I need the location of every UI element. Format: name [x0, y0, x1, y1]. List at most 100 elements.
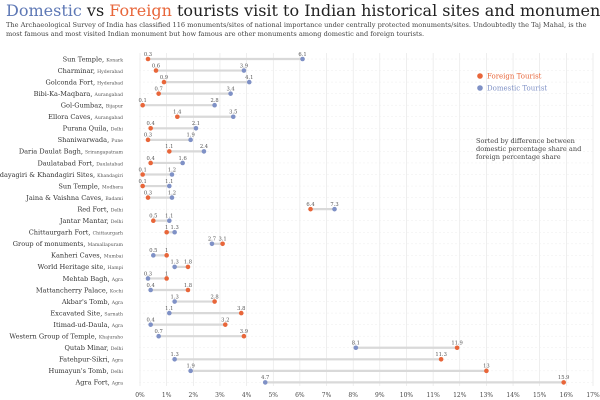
foreign-value-label: 15.9	[558, 375, 570, 381]
foreign-value-label: 11.3	[435, 352, 447, 358]
x-tick-label: 7%	[322, 392, 332, 399]
category-label: Group of monuments, Mamallapuram	[13, 240, 124, 248]
category-label: Sun Temple, Konark	[63, 55, 124, 63]
foreign-value-label: 0.5	[149, 214, 157, 220]
foreign-point	[438, 357, 444, 362]
legend-domestic-dot	[477, 85, 483, 91]
category-label: Daria Daulat Bagh, Srirangapatnam	[19, 148, 124, 156]
foreign-value-label: 1	[165, 225, 168, 231]
domestic-point	[172, 357, 177, 362]
legend: Foreign Tourist Domestic Tourist	[477, 73, 547, 93]
foreign-point	[212, 299, 217, 304]
foreign-point	[153, 68, 159, 73]
domestic-value-label: 2.1	[192, 121, 200, 127]
domestic-value-label: 3.5	[229, 110, 237, 116]
category-label: Kanheri Caves, Mumbai	[51, 252, 123, 260]
domestic-value-label: 8.1	[352, 341, 360, 347]
domestic-value-label: 2.7	[208, 237, 216, 243]
foreign-point	[185, 287, 191, 293]
category-label: Daulatabad Fort, Daulatabad	[37, 159, 123, 167]
sort-note: Sorted by difference between domestic pe…	[476, 137, 582, 161]
category-label: Gol-Gumbaz, Bijapur	[61, 102, 124, 110]
foreign-value-label: 1.8	[184, 260, 192, 266]
foreign-point	[148, 126, 153, 131]
title-domestic: Domestic	[6, 1, 82, 20]
category-label: Charminar, Hyderabad	[58, 67, 123, 75]
domestic-value-label: 1.3	[171, 294, 179, 300]
foreign-value-label: 0.6	[152, 63, 160, 69]
foreign-value-label: 6.4	[306, 202, 315, 208]
foreign-point	[140, 102, 145, 108]
foreign-value-label: 0.9	[160, 75, 168, 81]
foreign-point	[148, 160, 153, 166]
domestic-point	[167, 310, 172, 316]
x-tick-label: 8%	[348, 392, 358, 399]
foreign-point	[164, 229, 169, 235]
foreign-point	[220, 241, 225, 247]
foreign-point	[164, 253, 169, 258]
category-label: Udayagiri & Khandagiri Sites, Khandagiri	[0, 171, 124, 179]
domestic-value-label: 1.9	[187, 133, 195, 139]
category-label: Golconda Fort, Hyderabad	[45, 78, 123, 86]
foreign-point	[145, 137, 151, 143]
domestic-point	[241, 68, 247, 73]
domestic-point	[156, 333, 161, 339]
domestic-point	[332, 206, 337, 212]
domestic-value-label: 1.1	[165, 214, 173, 220]
foreign-value-label: 3.9	[240, 329, 248, 335]
labels: Sun Temple, Konark 0.3 6.1 Charminar, Hyder…	[0, 52, 569, 387]
domestic-point	[300, 56, 305, 62]
domestic-point	[167, 218, 172, 223]
domestic-value-label: 1.2	[168, 190, 176, 196]
foreign-value-label: 1	[165, 271, 168, 277]
foreign-point	[185, 264, 191, 270]
title-vs: vs	[81, 1, 110, 20]
chart-subtitle: The Archaeological Survey of India has c…	[6, 21, 587, 38]
x-tick-label: 16%	[560, 392, 574, 399]
legend-domestic-label: Domestic Tourist	[487, 85, 547, 93]
domestic-value-label: 3.4	[226, 86, 235, 92]
domestic-value-label: 3.9	[240, 63, 248, 69]
foreign-value-label: 0.4	[147, 156, 156, 162]
foreign-value-label: 1.4	[173, 110, 182, 116]
sort-note-line-1: Sorted by difference between	[476, 137, 576, 145]
foreign-value-label: 0.1	[139, 179, 147, 185]
x-tick-label: 15%	[533, 392, 547, 399]
category-label: World Heritage site, Hampi	[38, 263, 124, 271]
foreign-value-label: 3.1	[218, 237, 226, 243]
foreign-point	[241, 333, 247, 339]
category-label: Shaniwarwada, Pune	[58, 136, 124, 144]
x-tick-label: 5%	[268, 392, 278, 399]
domestic-value-label: 1.6	[179, 156, 187, 162]
domestic-value-label: 0.7	[155, 329, 163, 335]
foreign-point	[308, 206, 313, 212]
category-label: Humayun's Tomb, Delhi	[48, 367, 123, 375]
x-tick-label: 11%	[426, 392, 440, 399]
x-tick-label: 13%	[480, 392, 494, 399]
category-label: Excavated Site, Sarnath	[50, 309, 123, 317]
category-label: Akbar's Tomb, Agra	[61, 298, 123, 306]
domestic-point	[209, 241, 215, 247]
foreign-value-label: 11.9	[451, 341, 463, 347]
category-label: Western Group of Temple, Khajuraho	[9, 333, 123, 341]
category-label: Sun Temple, Modhera	[58, 182, 123, 190]
x-tick-label: 6%	[295, 392, 305, 399]
domestic-point	[169, 195, 175, 200]
domestic-value-label: 0.3	[144, 271, 152, 277]
category-label: Purana Quila, Delhi	[63, 125, 124, 133]
chart-title: Domestic vs Foreign tourists visit to In…	[6, 1, 600, 20]
x-tick-label: 14%	[506, 392, 520, 399]
domestic-point	[188, 137, 193, 143]
domestic-point	[180, 160, 185, 166]
domestic-point	[188, 368, 193, 374]
domestic-point	[172, 229, 177, 235]
x-tick-label: 0%	[135, 392, 145, 399]
category-label: Mehtab Bagh, Agra	[63, 275, 124, 283]
foreign-point	[167, 149, 172, 154]
foreign-point	[140, 183, 145, 189]
x-tick-label: 9%	[375, 392, 385, 399]
foreign-point	[238, 310, 244, 316]
foreign-point	[140, 172, 145, 177]
foreign-value-label: 1	[165, 248, 168, 254]
domestic-value-label: 1.3	[171, 352, 179, 358]
